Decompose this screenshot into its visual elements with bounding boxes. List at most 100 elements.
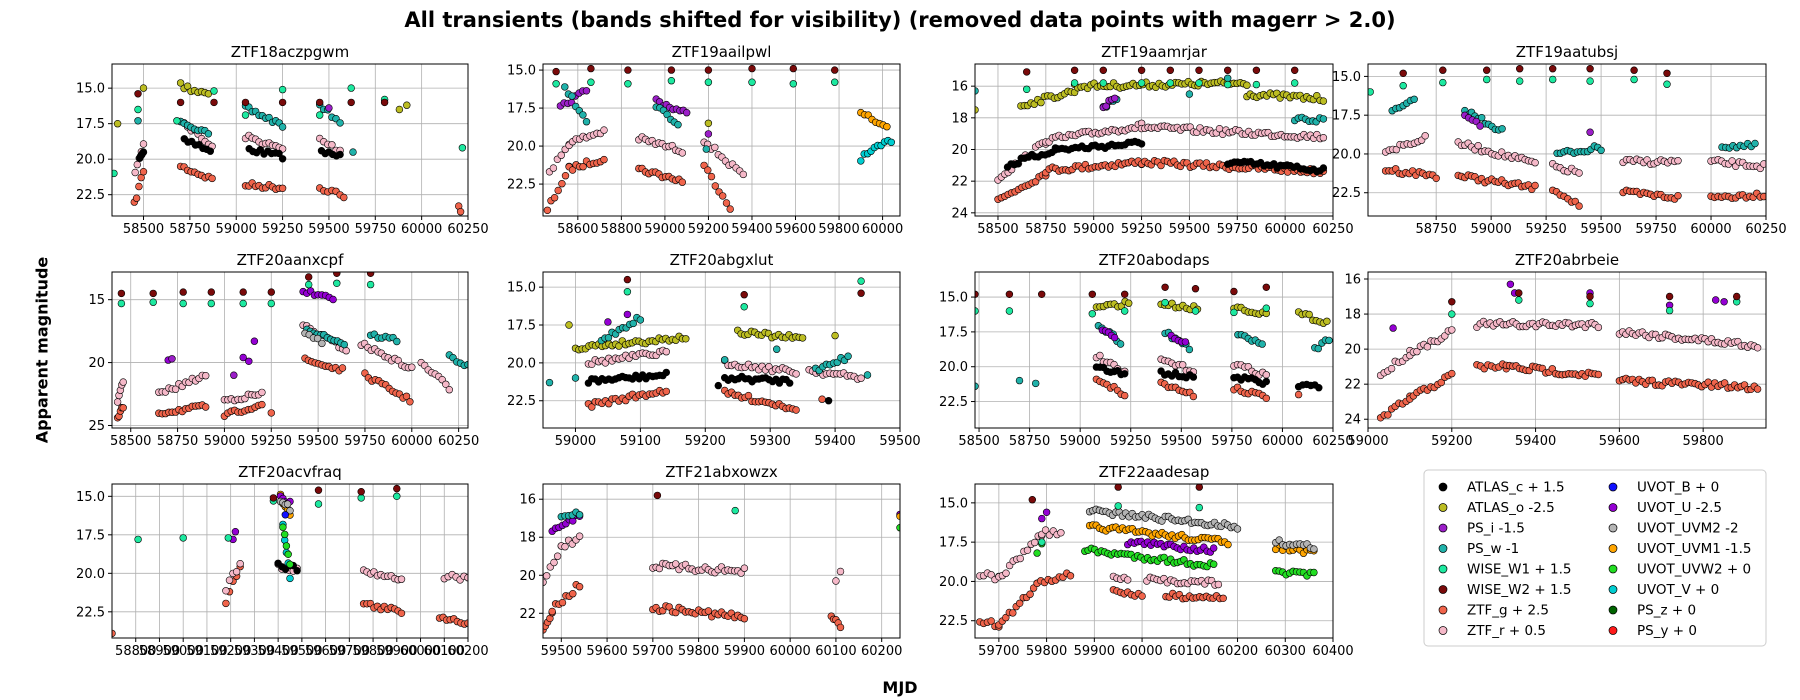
data-point xyxy=(568,92,576,100)
x-tick-label: 58750 xyxy=(157,434,198,449)
axes-frame xyxy=(1367,271,1767,429)
series-ps-i xyxy=(1461,111,1594,136)
legend-label: ZTF_r + 0.5 xyxy=(1467,623,1546,639)
data-point xyxy=(1586,77,1594,85)
panel-title: ZTF20abrbeie xyxy=(1515,251,1619,269)
data-point xyxy=(281,530,289,539)
legend-label: UVOT_UVM1 -1.5 xyxy=(1637,541,1752,557)
panel-title: ZTF20abodaps xyxy=(1098,251,1209,269)
x-tick-label: 59250 xyxy=(1121,222,1162,237)
data-point xyxy=(1262,377,1271,386)
y-tick-label: 16 xyxy=(519,493,536,508)
data-point xyxy=(1015,599,1024,607)
data-point xyxy=(316,98,324,107)
legend-item-ps-i: PS_i -1.5 xyxy=(1438,521,1525,537)
legend-label: WISE_W2 + 1.5 xyxy=(1467,582,1571,598)
data-point xyxy=(1413,347,1421,356)
y-tick-label: 15.0 xyxy=(507,281,536,296)
data-point xyxy=(1243,81,1251,89)
data-point xyxy=(314,500,323,508)
series-ztf-g xyxy=(976,569,1227,631)
series-ztf-r xyxy=(994,119,1328,184)
x-tick-label: 59000 xyxy=(644,222,685,237)
data-point xyxy=(1166,79,1175,87)
data-point xyxy=(1219,594,1227,602)
legend-marker xyxy=(1438,482,1448,492)
x-tick-label: 59500 xyxy=(1169,222,1210,237)
data-point xyxy=(1262,283,1271,291)
data-point xyxy=(711,143,719,152)
x-tick-label: 58750 xyxy=(1025,222,1066,237)
data-point xyxy=(1410,95,1418,104)
data-point xyxy=(1586,292,1594,301)
data-point xyxy=(305,280,313,289)
data-point xyxy=(139,84,148,92)
data-point xyxy=(171,385,180,393)
x-tick-label: 60250 xyxy=(1312,434,1353,449)
data-point xyxy=(571,374,580,382)
data-point xyxy=(333,279,341,287)
x-tick-label: 60200 xyxy=(861,644,902,659)
data-point xyxy=(1099,66,1108,75)
data-point xyxy=(1161,283,1169,291)
x-tick-label: 60300 xyxy=(1265,644,1306,659)
data-point xyxy=(1389,324,1397,332)
series-atlas-c xyxy=(584,368,833,405)
data-point xyxy=(1191,285,1200,293)
axes-frame xyxy=(542,63,901,217)
data-point xyxy=(587,78,595,86)
data-point xyxy=(258,388,266,397)
x-tick-label: 59100 xyxy=(620,434,661,449)
series-wise-w2 xyxy=(1028,484,1203,504)
data-point xyxy=(1116,340,1125,348)
data-point xyxy=(1421,132,1429,140)
x-tick-label: 59200 xyxy=(688,222,729,237)
data-point xyxy=(149,289,157,298)
data-point xyxy=(1031,379,1040,388)
x-tick-label: 60000 xyxy=(1121,644,1162,659)
data-point xyxy=(408,363,416,371)
data-point xyxy=(117,299,126,308)
data-point xyxy=(207,288,216,296)
y-tick-label: 24 xyxy=(1344,413,1361,428)
axes-frame xyxy=(974,483,1334,639)
x-tick-label: 60000 xyxy=(1262,434,1303,449)
data-point xyxy=(179,299,187,308)
panel-ztf22aadesap: 59700 59800 59900 60000 60100 60200 60300 60400… xyxy=(939,463,1354,659)
data-point xyxy=(844,352,852,360)
series-atlas-c xyxy=(1003,137,1328,176)
data-point xyxy=(1531,159,1539,167)
series-atlas-c xyxy=(1092,363,1323,392)
x-tick-label: 58500 xyxy=(110,434,151,449)
y-tick-label: 22.5 xyxy=(76,605,105,620)
data-point xyxy=(587,64,595,73)
data-point xyxy=(1294,390,1303,399)
legend-label: ATLAS_o -2.5 xyxy=(1467,500,1555,516)
y-tick-label: 17.5 xyxy=(939,536,968,551)
data-point xyxy=(1258,340,1266,348)
data-point xyxy=(1384,411,1392,419)
data-point xyxy=(674,120,682,129)
data-point xyxy=(857,157,865,165)
data-point xyxy=(239,353,247,362)
x-tick-label: 60000 xyxy=(401,222,442,237)
data-point xyxy=(149,298,157,306)
data-point xyxy=(1753,344,1762,352)
data-point xyxy=(1441,332,1449,340)
data-point xyxy=(1720,379,1729,387)
x-tick-label: 60000 xyxy=(862,222,903,237)
data-point xyxy=(393,337,401,346)
x-tick-label: 59500 xyxy=(281,644,322,659)
x-tick-label: 59750 xyxy=(344,434,385,449)
data-point xyxy=(1515,64,1524,73)
series-wise-w2 xyxy=(1022,66,1299,76)
series-atlas-o xyxy=(565,321,839,354)
x-tick-label: 58800 xyxy=(115,644,156,659)
data-point xyxy=(704,78,713,86)
data-point xyxy=(1185,90,1194,98)
data-point xyxy=(975,382,979,390)
data-point xyxy=(543,206,552,215)
series-atlas-o xyxy=(113,79,411,128)
legend-item-ps-y: PS_y + 0 xyxy=(1608,623,1697,639)
y-tick-label: 20.0 xyxy=(507,140,536,155)
